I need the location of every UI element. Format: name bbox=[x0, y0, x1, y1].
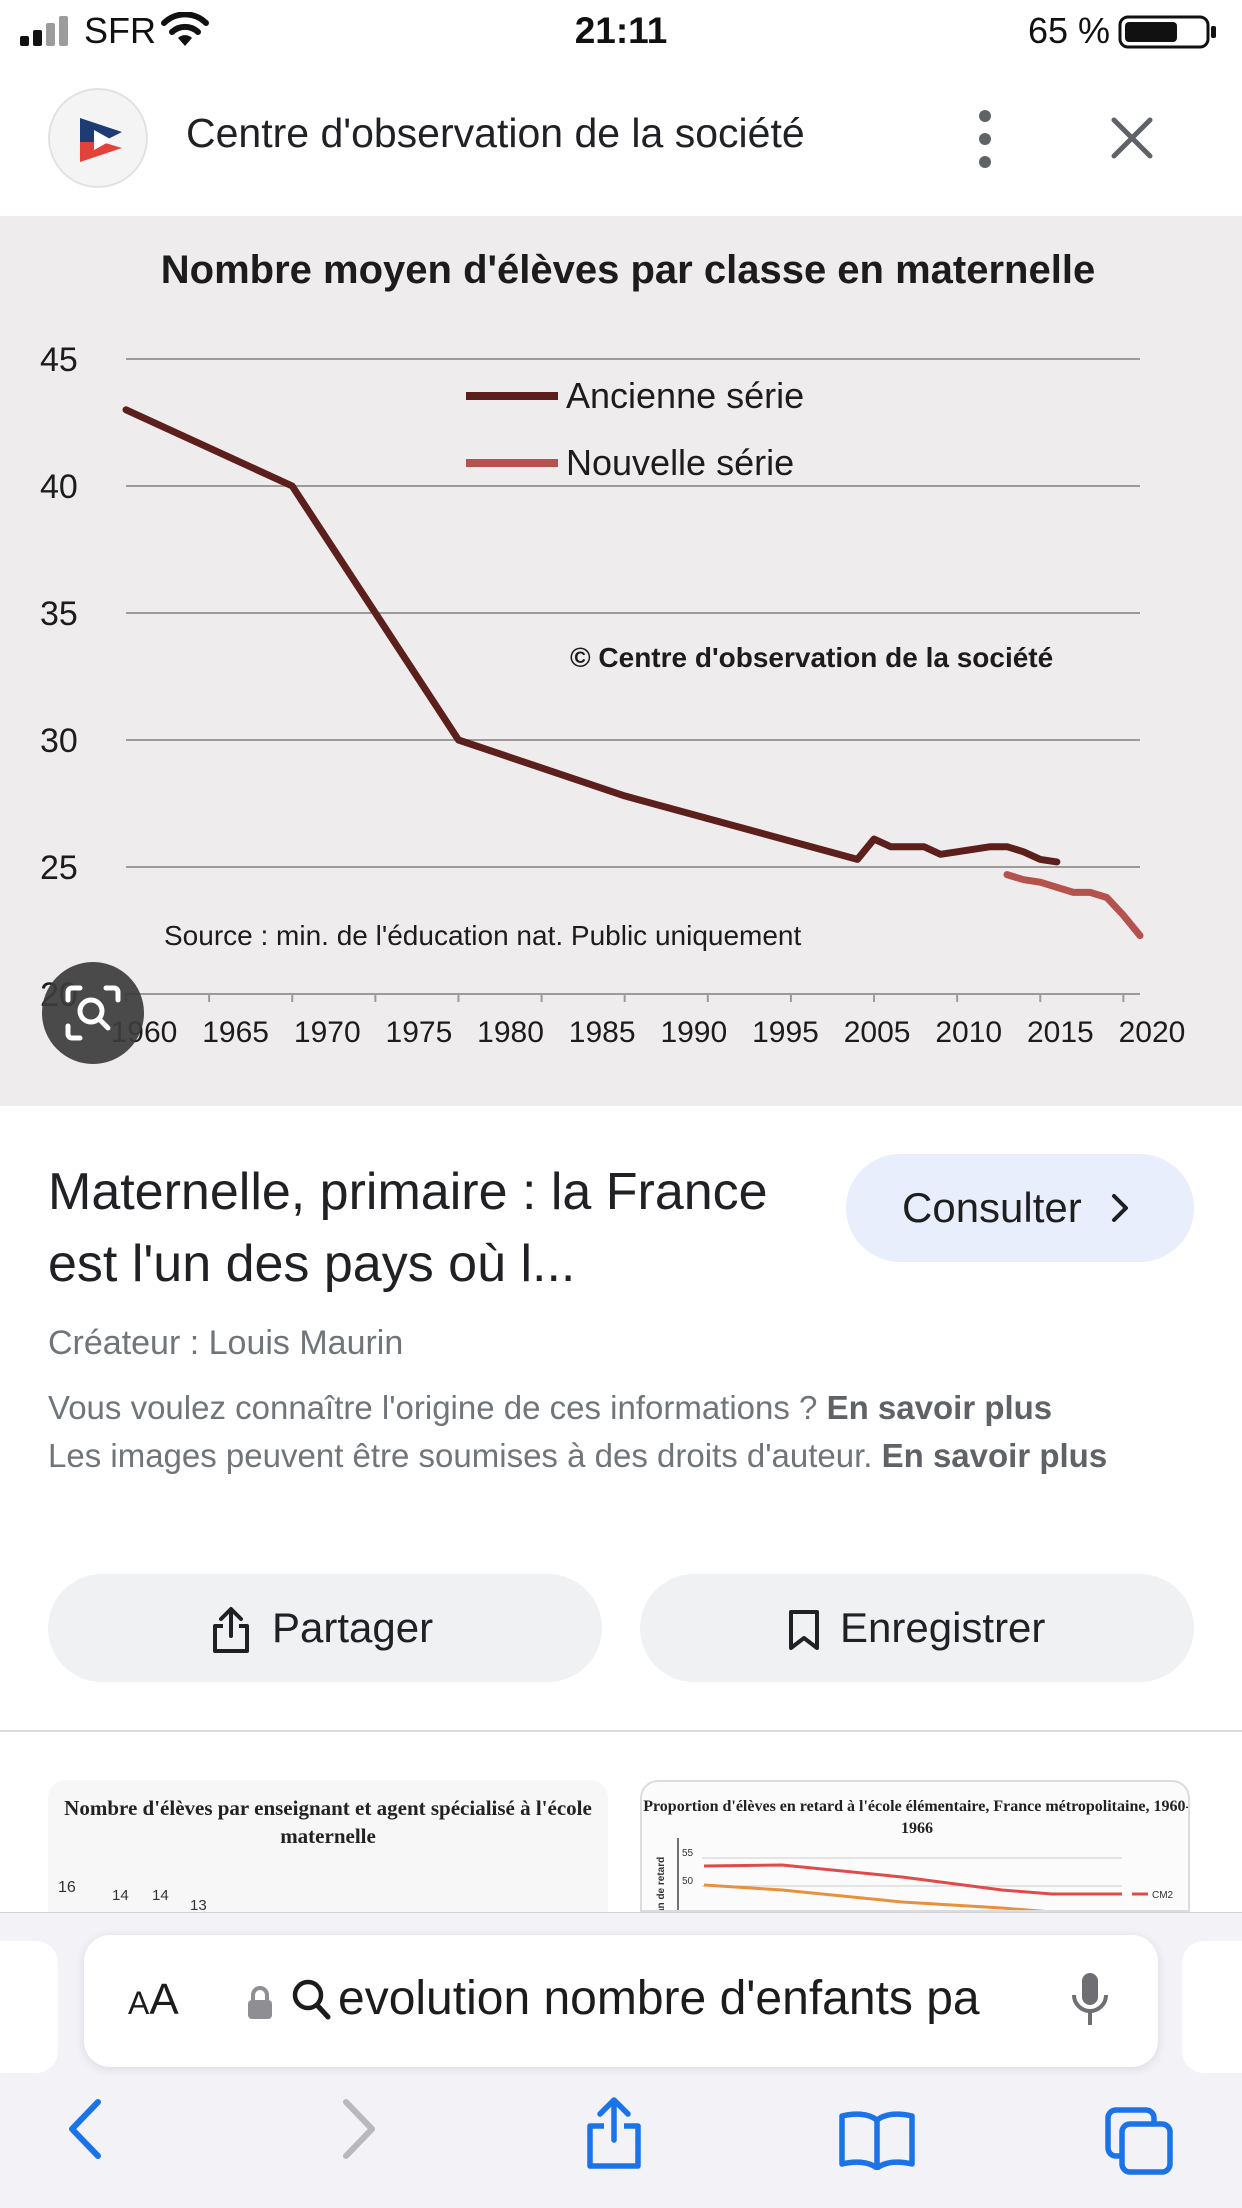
copyright-learn-more-link[interactable]: En savoir plus bbox=[881, 1437, 1108, 1474]
chart-source-note: Source : min. de l'éducation nat. Public… bbox=[164, 920, 802, 951]
bookmark-icon bbox=[789, 1610, 819, 1650]
next-tab-preview[interactable] bbox=[1182, 1941, 1242, 2073]
back-arrow-icon[interactable] bbox=[66, 2098, 106, 2160]
related-thumbnail[interactable]: Proportion d'élèves en retard à l'école … bbox=[640, 1780, 1190, 1912]
y-tick-label: 30 bbox=[40, 722, 78, 760]
x-tick-label: 1995 bbox=[752, 1016, 819, 1049]
address-text: evolution nombre d'enfants pa bbox=[338, 1972, 980, 2025]
x-tick-label: 1980 bbox=[477, 1016, 544, 1049]
bookmarks-book-icon[interactable] bbox=[838, 2110, 916, 2170]
origin-learn-more-link[interactable]: En savoir plus bbox=[826, 1389, 1053, 1426]
thumb1-value: 14 bbox=[112, 1887, 129, 1904]
x-tick-label: 1970 bbox=[294, 1016, 361, 1049]
consult-button[interactable]: Consulter bbox=[846, 1154, 1194, 1262]
x-tick-label: 1990 bbox=[660, 1016, 727, 1049]
x-tick-label: 2010 bbox=[935, 1016, 1002, 1049]
close-icon[interactable] bbox=[1108, 114, 1156, 162]
browser-toolbar: AA evolution nombre d'enfants pa bbox=[0, 1912, 1242, 2208]
previous-tab-preview[interactable] bbox=[0, 1941, 58, 2073]
y-tick-label: 40 bbox=[40, 468, 78, 506]
site-header: Centre d'observation de la société bbox=[0, 74, 1242, 214]
share-page-icon[interactable] bbox=[584, 2096, 644, 2170]
more-vert-icon[interactable] bbox=[970, 108, 1000, 170]
related-thumbnail-chart: an de retard 55 50 CM2 bbox=[656, 1838, 1174, 1912]
thumb2-tick: 55 bbox=[682, 1848, 694, 1859]
forward-arrow-icon[interactable] bbox=[338, 2098, 378, 2160]
x-tick-label: 2020 bbox=[1119, 1016, 1186, 1049]
aa-large: A bbox=[149, 1975, 179, 2024]
x-tick-label: 1965 bbox=[202, 1016, 269, 1049]
lens-button[interactable] bbox=[42, 962, 144, 1064]
thumb2-legend: CM2 bbox=[1152, 1890, 1174, 1901]
mic-icon[interactable] bbox=[1070, 1971, 1110, 2029]
reader-aa-button[interactable]: AA bbox=[128, 1975, 179, 2025]
chart-title: Nombre moyen d'élèves par classe en mate… bbox=[161, 248, 1095, 292]
lock-icon bbox=[248, 1986, 272, 2019]
thumb2-series-red bbox=[703, 1863, 1122, 1896]
related-thumbnail-chart: 16 14 14 13 bbox=[58, 1879, 207, 1912]
share-icon bbox=[213, 1607, 249, 1653]
related-thumbnail[interactable]: Nombre d'élèves par enseignant et agent … bbox=[48, 1780, 608, 1912]
x-tick-label: 2015 bbox=[1027, 1016, 1094, 1049]
site-logo[interactable] bbox=[48, 88, 148, 188]
image-preview[interactable]: Nombre moyen d'élèves par classe en mate… bbox=[0, 216, 1242, 1106]
chart-copyright-note: © Centre d'observation de la société bbox=[570, 642, 1053, 673]
thumb2-tick: 50 bbox=[682, 1876, 694, 1887]
origin-line: Vous voulez connaître l'origine de ces i… bbox=[48, 1384, 1198, 1432]
creator-line: Créateur : Louis Maurin bbox=[48, 1324, 404, 1362]
copyright-text: Les images peuvent être soumises à des d… bbox=[48, 1437, 873, 1474]
share-button[interactable]: Partager bbox=[48, 1574, 602, 1682]
thumb1-value: 14 bbox=[152, 1887, 169, 1904]
origin-text: Vous voulez connaître l'origine de ces i… bbox=[48, 1389, 818, 1426]
series-line-2 bbox=[1003, 871, 1144, 940]
site-title: Centre d'observation de la société bbox=[186, 110, 805, 156]
y-tick-label: 45 bbox=[40, 341, 78, 379]
thumb2-axis-label: an de retard bbox=[656, 1857, 667, 1912]
copyright-line: Les images peuvent être soumises à des d… bbox=[48, 1432, 1198, 1480]
line-chart: Nombre moyen d'élèves par classe en mate… bbox=[40, 248, 1186, 1049]
signal-icon bbox=[20, 16, 68, 46]
share-label: Partager bbox=[272, 1604, 434, 1651]
lens-icon bbox=[65, 985, 121, 1041]
x-tick-label: 1975 bbox=[386, 1016, 453, 1049]
wifi-icon bbox=[161, 12, 209, 46]
related-thumbnail-title: Nombre d'élèves par enseignant et agent … bbox=[64, 1796, 592, 1848]
battery-percent: 65 % bbox=[1027, 10, 1110, 51]
result-title[interactable]: Maternelle, primaire : la France est l'u… bbox=[48, 1163, 768, 1293]
legend-label: Nouvelle série bbox=[566, 442, 794, 483]
y-tick-label: 25 bbox=[40, 849, 78, 887]
save-label: Enregistrer bbox=[840, 1604, 1046, 1651]
chevron-right-icon bbox=[1112, 1194, 1128, 1222]
carrier-label: SFR bbox=[84, 10, 156, 51]
save-button[interactable]: Enregistrer bbox=[640, 1574, 1194, 1682]
search-icon bbox=[292, 1979, 331, 2020]
battery-icon bbox=[1118, 15, 1216, 49]
site-logo-icon bbox=[80, 118, 122, 162]
aa-small: A bbox=[128, 1985, 150, 2021]
legend-label: Ancienne série bbox=[566, 375, 804, 416]
related-thumbnail-title: Proportion d'élèves en retard à l'école … bbox=[643, 1798, 1190, 1837]
thumb2-series-orange bbox=[703, 1883, 1046, 1910]
tabs-icon[interactable] bbox=[1104, 2106, 1174, 2176]
consult-label: Consulter bbox=[902, 1184, 1082, 1231]
y-tick-label: 35 bbox=[40, 595, 78, 633]
section-divider bbox=[0, 1730, 1242, 1732]
address-bar[interactable]: AA evolution nombre d'enfants pa bbox=[84, 1935, 1158, 2067]
series-line-1 bbox=[122, 406, 1061, 866]
x-tick-label: 1985 bbox=[569, 1016, 636, 1049]
clock: 21:11 bbox=[574, 10, 668, 51]
status-bar: SFR 21:11 65 % bbox=[0, 0, 1242, 64]
thumb1-value: 13 bbox=[190, 1897, 207, 1912]
x-tick-label: 2005 bbox=[844, 1016, 911, 1049]
thumb1-value: 16 bbox=[58, 1879, 76, 1896]
